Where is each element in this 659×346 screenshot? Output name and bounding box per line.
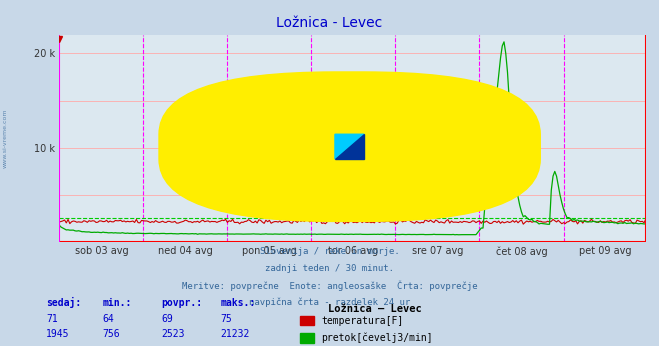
Text: pretok[čevelj3/min]: pretok[čevelj3/min] — [321, 332, 432, 343]
Text: Meritve: povprečne  Enote: angleosaške  Črta: povprečje: Meritve: povprečne Enote: angleosaške Čr… — [182, 281, 477, 291]
Text: povpr.:: povpr.: — [161, 298, 202, 308]
Text: 2523: 2523 — [161, 329, 185, 339]
Text: maks.:: maks.: — [221, 298, 256, 308]
Polygon shape — [335, 134, 364, 159]
Text: 21232: 21232 — [221, 329, 250, 339]
Text: temperatura[F]: temperatura[F] — [321, 316, 403, 326]
Text: sedaj:: sedaj: — [46, 297, 81, 308]
Text: Slovenija / reke in morje.: Slovenija / reke in morje. — [260, 247, 399, 256]
Text: zadnji teden / 30 minut.: zadnji teden / 30 minut. — [265, 264, 394, 273]
Text: navpična črta - razdelek 24 ur: navpična črta - razdelek 24 ur — [249, 297, 410, 307]
Text: 64: 64 — [102, 314, 114, 324]
FancyBboxPatch shape — [159, 72, 540, 221]
Text: 75: 75 — [221, 314, 233, 324]
Text: 756: 756 — [102, 329, 120, 339]
Text: Ložnica – Levec: Ložnica – Levec — [328, 304, 421, 315]
Text: 71: 71 — [46, 314, 58, 324]
Text: 1945: 1945 — [46, 329, 70, 339]
Text: Ložnica - Levec: Ložnica - Levec — [276, 16, 383, 29]
Polygon shape — [335, 134, 364, 159]
Text: www.si-vreme.com: www.si-vreme.com — [204, 135, 501, 163]
Text: min.:: min.: — [102, 298, 132, 308]
Text: 69: 69 — [161, 314, 173, 324]
Text: www.si-vreme.com: www.si-vreme.com — [3, 109, 8, 168]
